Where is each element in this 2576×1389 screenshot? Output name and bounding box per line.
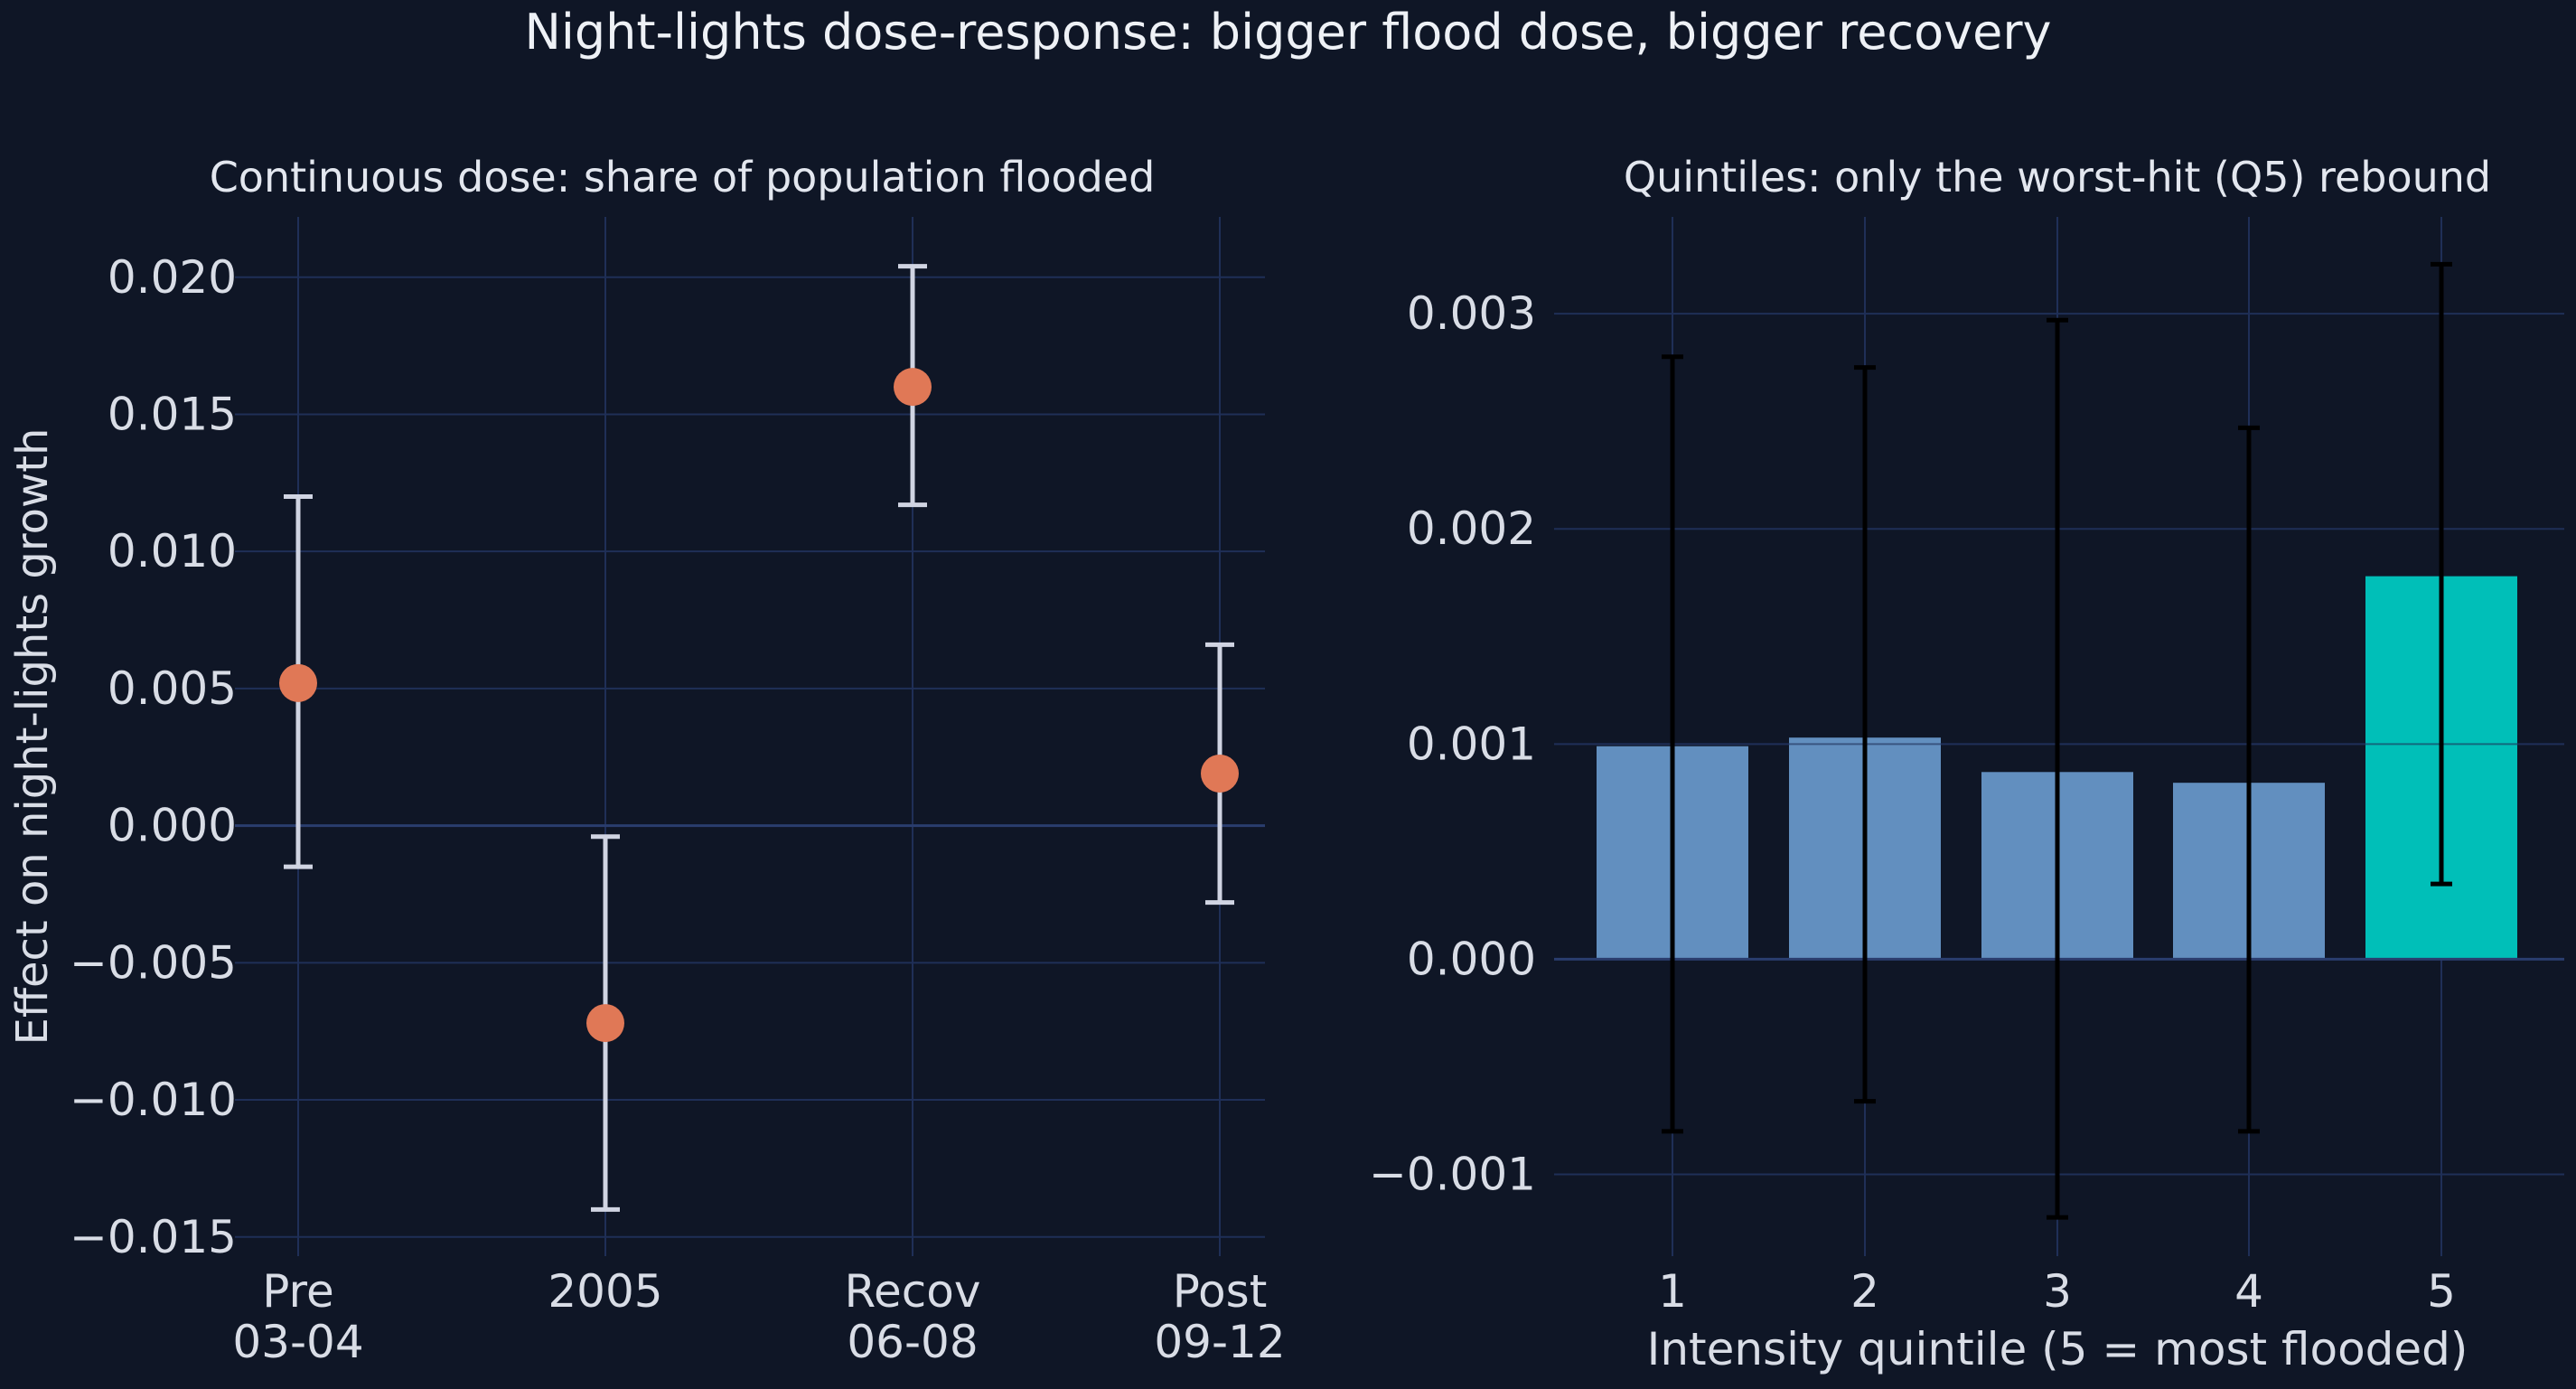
y-tick-label: 0.000 [1407, 933, 1536, 985]
y-tick-label: 0.000 [108, 800, 237, 852]
y-tick-label: 0.010 [108, 525, 237, 577]
x-tick-label: 2 [1850, 1265, 1879, 1318]
bar-error-bar [1662, 354, 1683, 1134]
point-estimate [279, 663, 317, 702]
x-tick-label: 5 [2427, 1265, 2456, 1318]
left-chart-dose-effect: Continuous dose: share of population flo… [7, 153, 1286, 1368]
y-tick-label: −0.001 [1369, 1149, 1536, 1201]
right-chart-title: Quintiles: only the worst-hit (Q5) rebou… [1624, 153, 2491, 202]
x-tick-label: 3 [2043, 1265, 2072, 1318]
x-tick-label: Post 09-12 [1154, 1265, 1285, 1368]
y-tick-label: −0.005 [70, 936, 237, 989]
x-tick-label: 1 [1658, 1265, 1687, 1318]
y-tick-label: −0.010 [70, 1074, 237, 1126]
right-chart-quintiles: Quintiles: only the worst-hit (Q5) rebou… [1369, 153, 2564, 1375]
point-estimate [894, 368, 932, 407]
y-tick-label: 0.015 [108, 388, 237, 440]
bar-error-bar [1854, 365, 1876, 1104]
y-tick-label: 0.003 [1407, 287, 1536, 340]
y-tick-label: 0.001 [1407, 718, 1536, 770]
x-tick-label: 4 [2234, 1265, 2263, 1318]
x-tick-label: Pre 03-04 [232, 1265, 363, 1368]
y-tick-label: 0.005 [108, 662, 237, 715]
y-tick-label: 0.020 [108, 251, 237, 304]
y-tick-label: −0.015 [70, 1211, 237, 1263]
y-axis-label: Effect on night-lights growth [7, 428, 58, 1046]
point-estimate [1201, 754, 1239, 793]
x-tick-label: Recov 06-08 [845, 1265, 981, 1368]
point-estimate [586, 1004, 624, 1043]
bar-error-bar [2431, 261, 2452, 887]
left-chart-title: Continuous dose: share of population flo… [210, 153, 1156, 202]
y-tick-label: 0.002 [1407, 502, 1536, 555]
figure-title: Night-lights dose-response: bigger flood… [524, 4, 2052, 61]
bar-error-bar [2238, 425, 2260, 1134]
bar-error-bar [2047, 317, 2068, 1220]
x-tick-label: 2005 [548, 1265, 662, 1318]
x-axis-label: Intensity quintile (5 = most flooded) [1647, 1323, 2468, 1375]
